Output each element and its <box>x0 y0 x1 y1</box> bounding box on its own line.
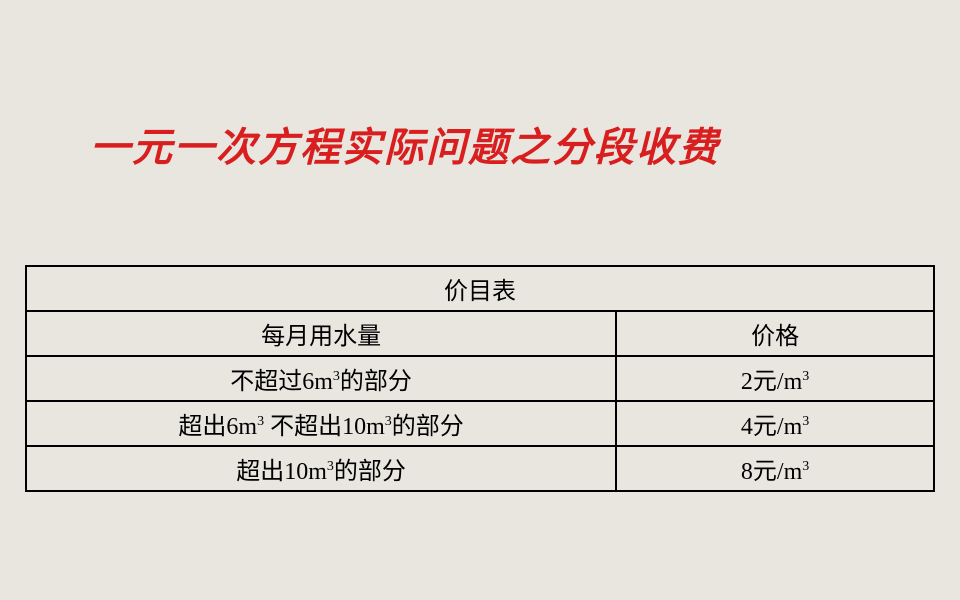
table-row: 超出6m3 不超出10m3的部分 4元/m3 <box>26 401 934 446</box>
usage-cell: 超出10m3的部分 <box>26 446 616 491</box>
price-cell: 2元/m3 <box>616 356 934 401</box>
table-header-row: 价目表 <box>26 266 934 311</box>
table-row: 不超过6m3的部分 2元/m3 <box>26 356 934 401</box>
price-cell: 8元/m3 <box>616 446 934 491</box>
column-header-usage: 每月用水量 <box>26 311 616 356</box>
usage-cell: 不超过6m3的部分 <box>26 356 616 401</box>
price-cell: 4元/m3 <box>616 401 934 446</box>
page-title: 一元一次方程实际问题之分段收费 <box>90 115 720 173</box>
table-row: 超出10m3的部分 8元/m3 <box>26 446 934 491</box>
price-table: 价目表 每月用水量 价格 不超过6m3的部分 2元/m3 超出6m3 不超出10… <box>25 265 935 492</box>
usage-cell: 超出6m3 不超出10m3的部分 <box>26 401 616 446</box>
price-table-container: 价目表 每月用水量 价格 不超过6m3的部分 2元/m3 超出6m3 不超出10… <box>25 265 935 492</box>
column-header-price: 价格 <box>616 311 934 356</box>
table-title: 价目表 <box>26 266 934 311</box>
table-column-header-row: 每月用水量 价格 <box>26 311 934 356</box>
